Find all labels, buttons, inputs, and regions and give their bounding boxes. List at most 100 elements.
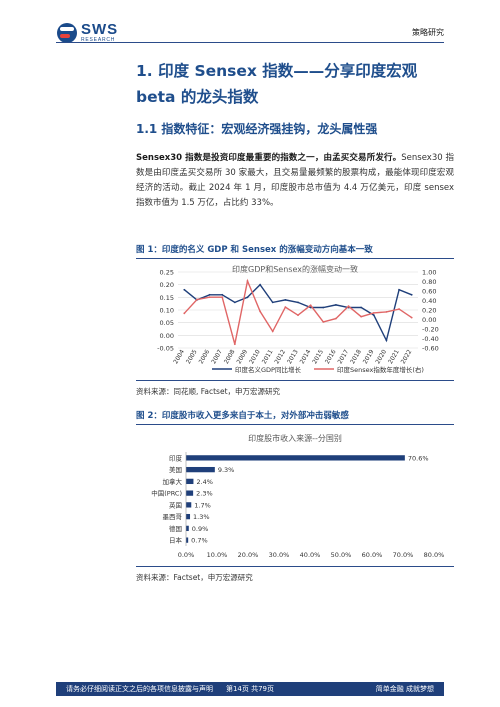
revenue-bar <box>186 537 189 543</box>
revenue-bar <box>186 466 215 473</box>
gdp-growth-point <box>410 293 413 296</box>
category-label: 日本 <box>169 536 183 545</box>
subsection-heading: 1.1 指数特征：宏观经济强挂钩，龙头属性强 <box>136 122 378 136</box>
sensex-growth-point <box>183 312 186 315</box>
x-axis-tick-label: 2022 <box>400 348 414 365</box>
bar-value-label: 1.3% <box>193 513 210 521</box>
gdp-growth-point <box>297 301 299 304</box>
sensex-growth-point <box>372 311 375 314</box>
category-label: 德国 <box>169 524 182 533</box>
bar-value-label: 0.7% <box>191 537 208 545</box>
sensex-growth-point <box>233 343 236 346</box>
sensex-growth-point <box>410 316 413 319</box>
footer-page-number: 第14页 共79页 <box>225 685 275 693</box>
gdp-growth-point <box>334 304 337 306</box>
footer-slogan: 简单金融 成就梦想 <box>375 685 434 693</box>
right-axis-tick-label: 0.20 <box>422 307 436 315</box>
revenue-bar <box>186 490 194 496</box>
x-axis-tick-label: 2021 <box>387 348 401 365</box>
gdp-growth-point <box>259 283 262 286</box>
legend-gdp-label: 印度名义GDP同比增长 <box>235 365 301 374</box>
x-axis-tick-label: 80.0% <box>424 551 445 559</box>
legend-sensex-label: 印度Sensex指数年度增长(右) <box>337 365 424 374</box>
gdp-growth-point <box>271 301 274 304</box>
x-axis-tick-label: 60.0% <box>362 551 383 559</box>
x-axis-tick-label: 2014 <box>299 348 313 365</box>
gdp-growth-point <box>233 301 236 304</box>
gdp-growth-point <box>360 306 363 309</box>
paragraph-text: Sensex30 指数是由印度孟买交易所 30 家最大，且交易量最频繁的股票构成… <box>136 153 454 208</box>
right-axis-tick-label: 0.00 <box>422 316 436 324</box>
left-axis-tick-label: 0.00 <box>160 332 174 340</box>
header-divider <box>56 42 444 43</box>
bar-value-label: 2.4% <box>196 478 213 486</box>
x-axis-tick-label: 2004 <box>172 348 186 365</box>
body-paragraph: Sensex30 指数是投资印度最重要的指数之一，由孟买交易所发行。Sensex… <box>136 151 454 211</box>
bar-value-label: 70.6% <box>408 454 429 462</box>
left-axis-tick-label: 0.05 <box>160 319 174 327</box>
sensex-growth-point <box>271 330 274 333</box>
sws-logo: SWS RESEARCH <box>57 22 118 43</box>
gdp-sensex-line-chart: -0.05 0.00 0.05 0.10 0.15 0.20 0.25 -0.60 -0.40-… <box>157 269 439 375</box>
bar-value-label: 1.7% <box>194 501 211 509</box>
x-axis-tick-label: 10.0% <box>207 551 228 559</box>
logo-text: SWS <box>81 21 119 38</box>
right-axis-tick-label: -0.40 <box>422 335 439 343</box>
page-header: SWS RESEARCH 策略研究 <box>0 0 500 50</box>
sensex-growth-point <box>246 280 249 282</box>
category-label: 英国 <box>169 500 182 509</box>
sensex-growth-point <box>385 311 388 313</box>
sensex-growth-point <box>221 296 224 299</box>
figure2-title: 图 2：印度股市收入更多来自于本土，对外部冲击弱敏感 <box>136 409 454 425</box>
category-label: 加拿大 <box>163 477 183 486</box>
x-axis-tick-label: 70.0% <box>393 551 414 559</box>
figure1-title: 图 1：印度的名义 GDP 和 Sensex 的涨幅变动方向基本一致 <box>136 243 454 259</box>
sensex-growth-point <box>284 306 287 309</box>
x-axis-tick-label: 40.0% <box>300 551 321 559</box>
sensex-growth-line <box>183 278 413 345</box>
right-axis-tick-label: 0.60 <box>422 288 436 296</box>
revenue-bar <box>186 525 189 532</box>
right-axis-tick-label: 1.00 <box>422 269 436 277</box>
gdp-growth-point <box>221 293 224 296</box>
sensex-growth-point <box>334 317 337 320</box>
x-axis-tick-label: 2006 <box>198 348 212 365</box>
sensex-growth-point <box>208 296 211 299</box>
bar-value-label: 9.3% <box>218 466 235 474</box>
x-axis-tick-label: 2013 <box>286 348 300 365</box>
bar-value-label: 0.9% <box>192 525 209 533</box>
report-category: 策略研究 <box>412 28 444 37</box>
gdp-growth-point <box>398 288 400 291</box>
page-footer: 请务必仔细阅读正文之后的各项信息披露与声明 第14页 共79页 简单金融 成就梦… <box>56 682 444 696</box>
left-axis-tick-label: 0.25 <box>160 269 174 277</box>
revenue-bar <box>186 455 405 461</box>
gdp-growth-point <box>208 293 211 296</box>
sensex-growth-point <box>309 304 312 307</box>
category-label: 中国(PRC) <box>151 489 182 498</box>
gdp-growth-point <box>372 314 375 316</box>
left-axis-tick-label: 0.20 <box>160 281 174 289</box>
bar-value-label: 2.3% <box>196 490 213 498</box>
sensex-growth-point <box>322 320 325 323</box>
right-axis-tick-label: -0.60 <box>422 345 439 353</box>
revenue-bar <box>186 502 192 508</box>
x-axis-tick-label: 30.0% <box>269 551 290 559</box>
category-label: 美国 <box>169 465 182 474</box>
x-axis-tick-label: 50.0% <box>331 551 352 559</box>
sws-logo-icon <box>57 22 77 43</box>
right-axis-tick-label: 0.80 <box>422 278 436 286</box>
gdp-growth-point <box>246 296 249 299</box>
x-axis-tick-label: 2020 <box>374 348 388 365</box>
revenue-by-country-bar-chart: 印度 70.6% 美国 9.3% 加拿大 2.4% 中国(PRC) 2.3% 英国 1.7% 墨西哥… <box>151 452 445 559</box>
sensex-growth-point <box>398 308 400 310</box>
gdp-growth-point <box>183 288 186 291</box>
sensex-growth-point <box>196 298 198 301</box>
paragraph-lead: Sensex30 指数是投资印度最重要的指数之一，由孟买交易所发行。 <box>136 153 402 163</box>
x-axis-tick-label: 2015 <box>311 348 325 365</box>
x-axis-tick-label: 2012 <box>273 348 287 365</box>
chart1-title: 印度GDP和Sensex的涨幅变动一致 <box>232 265 358 274</box>
sensex-growth-point <box>360 315 363 318</box>
logo-subtext: RESEARCH <box>81 37 116 43</box>
category-label: 印度 <box>169 453 183 462</box>
x-axis-tick-label: 2016 <box>324 348 338 365</box>
